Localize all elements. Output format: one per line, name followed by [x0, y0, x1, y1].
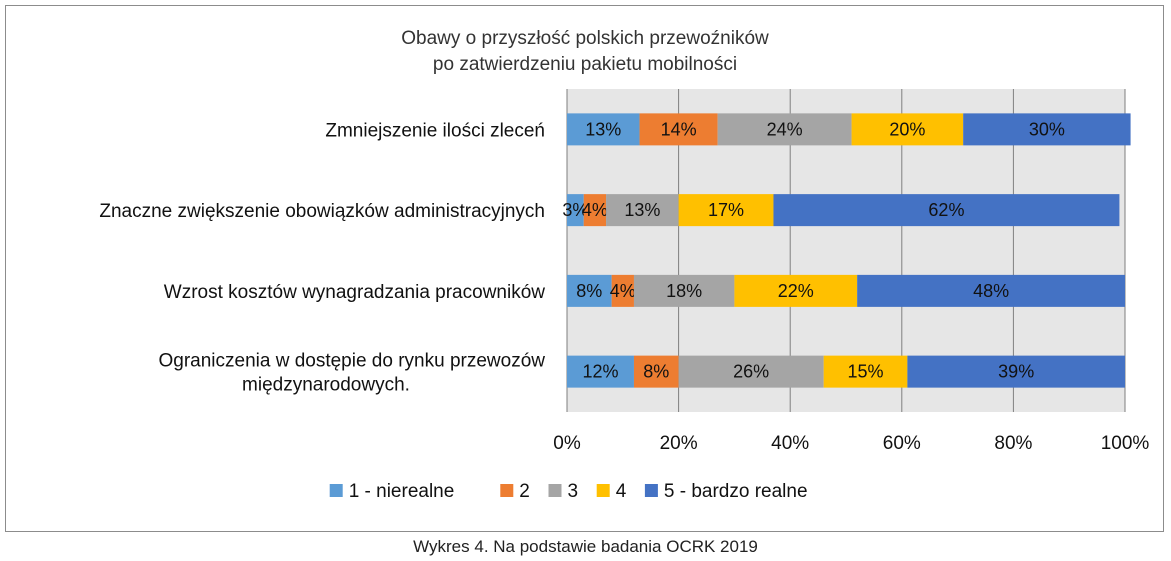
bar-segment-c1-s1 [567, 113, 640, 146]
bar-segment-c4-s2 [633, 355, 679, 388]
data-label-c4-s5: 39% [998, 362, 1034, 382]
data-label-c3-s5: 48% [973, 281, 1009, 301]
category-label-3: Wzrost kosztów wynagradzania pracowników [164, 282, 545, 303]
bar-segment-c2-s3 [606, 194, 679, 227]
data-label-c4-s3: 26% [733, 362, 769, 382]
bar-segment-c1-s4 [851, 113, 964, 146]
legend-swatch-3 [548, 484, 562, 497]
category-label-4-line-2: międzynarodowych. [242, 375, 410, 396]
bar-segment-c3-s4 [734, 274, 858, 307]
legend-label-4: 4 [616, 481, 627, 502]
x-tick-label-5: 100% [1101, 433, 1150, 454]
category-label-1: Zmniejszenie ilości zleceń [325, 120, 545, 141]
legend-swatch-5 [644, 484, 658, 497]
bar-segment-c1-s5 [963, 113, 1131, 146]
data-label-c2-s4: 17% [708, 200, 744, 220]
bar-segment-c3-s5 [857, 274, 1125, 307]
chart-title-line-2: po zatwierdzeniu pakietu mobilności [433, 54, 737, 75]
x-tick-label-3: 60% [883, 433, 921, 454]
chart-title-line-1: Obawy o przyszłość polskich przewoźników [401, 28, 769, 49]
data-label-c3-s3: 18% [666, 281, 702, 301]
x-tick-label-0: 0% [553, 433, 581, 454]
x-tick-label-2: 40% [771, 433, 809, 454]
legend-label-3: 3 [568, 481, 579, 502]
data-label-c4-s4: 15% [848, 362, 884, 382]
data-label-c2-s5: 62% [928, 200, 964, 220]
legend-swatch-4 [596, 484, 610, 497]
bar-segment-c3-s2 [611, 274, 634, 307]
bar-segment-c2-s4 [678, 194, 774, 227]
data-label-c3-s4: 22% [778, 281, 814, 301]
bar-segment-c2-s1 [567, 194, 584, 227]
bar-segment-c4-s4 [823, 355, 908, 388]
data-label-c1-s4: 20% [889, 119, 925, 139]
legend-label-5: 5 - bardzo realne [664, 481, 808, 502]
data-label-c1-s3: 24% [767, 119, 803, 139]
bar-segment-c4-s3 [678, 355, 824, 388]
category-label-2: Znaczne zwiększenie obowiązków administr… [99, 201, 545, 222]
bar-segment-c1-s2 [639, 113, 718, 146]
bar-segment-c2-s5 [773, 194, 1120, 227]
data-label-c4-s2: 8% [643, 362, 669, 382]
data-label-c2-s3: 13% [624, 200, 660, 220]
legend-label-2: 2 [519, 481, 530, 502]
x-tick-label-4: 80% [994, 433, 1032, 454]
data-label-c2-s1: 3% [562, 200, 588, 220]
data-label-c1-s2: 14% [661, 119, 697, 139]
data-label-c3-s1: 8% [576, 281, 602, 301]
data-label-c1-s5: 30% [1029, 119, 1065, 139]
bar-segment-c1-s3 [717, 113, 852, 146]
chart-caption: Wykres 4. Na podstawie badania OCRK 2019 [413, 537, 758, 556]
bar-segment-c2-s2 [583, 194, 607, 227]
bar-segment-c3-s1 [567, 274, 612, 307]
data-label-c2-s2: 4% [582, 200, 608, 220]
data-label-c1-s1: 13% [585, 119, 621, 139]
legend-label-1: 1 - nierealne [349, 481, 455, 502]
x-tick-label-1: 20% [660, 433, 698, 454]
bar-segment-c3-s3 [633, 274, 735, 307]
data-label-c3-s2: 4% [610, 281, 636, 301]
data-label-c4-s1: 12% [582, 362, 618, 382]
category-label-4-line-1: Ograniczenia w dostępie do rynku przewoz… [158, 351, 545, 372]
bar-segment-c4-s5 [907, 355, 1125, 388]
chart-frame: Obawy o przyszłość polskich przewoźników… [5, 5, 1164, 532]
legend-swatch-1 [329, 484, 343, 497]
bar-segment-c4-s1 [567, 355, 634, 388]
chart-svg: Obawy o przyszłość polskich przewoźników… [99, 28, 1150, 502]
legend-swatch-2 [500, 484, 514, 497]
